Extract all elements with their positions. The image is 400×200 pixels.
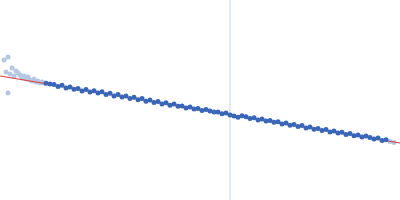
data-point <box>384 137 389 142</box>
vertical-line <box>230 0 231 200</box>
chart <box>0 0 400 200</box>
data-point <box>10 66 15 71</box>
plot-area <box>0 0 400 200</box>
fit-line <box>0 76 400 143</box>
data-point <box>2 58 7 63</box>
data-point <box>6 55 11 60</box>
data-point <box>6 91 11 96</box>
